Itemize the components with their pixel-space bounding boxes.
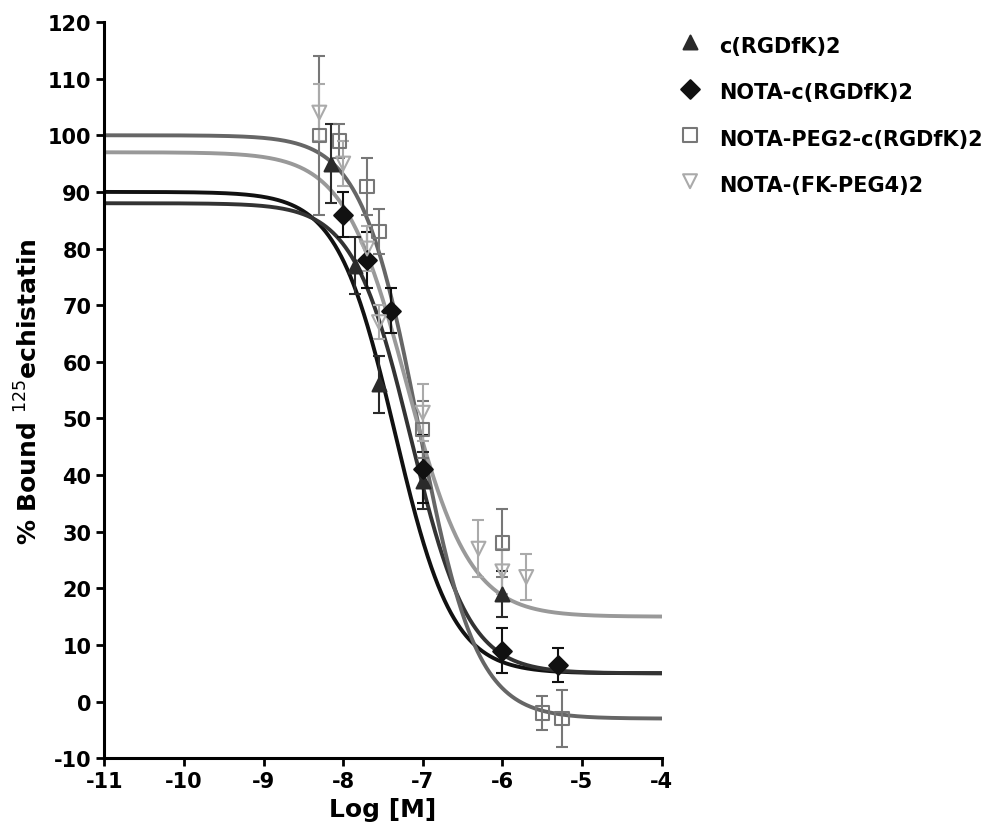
c(RGDfK)2 [347,259,363,273]
NOTA-(FK-PEG4)2 [359,242,375,256]
c(RGDfK)2 [371,379,387,392]
c(RGDfK)2 [323,158,339,171]
NOTA-PEG2-c(RGDfK)2 [311,130,327,143]
NOTA-PEG2-c(RGDfK)2 [554,712,570,726]
NOTA-PEG2-c(RGDfK)2 [331,135,347,149]
NOTA-(FK-PEG4)2 [470,543,486,556]
NOTA-PEG2-c(RGDfK)2 [359,181,375,194]
NOTA-c(RGDfK)2 [383,305,399,319]
NOTA-c(RGDfK)2 [550,658,566,671]
NOTA-PEG2-c(RGDfK)2 [534,706,550,720]
NOTA-c(RGDfK)2 [494,645,510,658]
NOTA-(FK-PEG4)2 [335,158,351,171]
NOTA-PEG2-c(RGDfK)2 [494,537,510,550]
Y-axis label: % Bound $^{125}$echistatin: % Bound $^{125}$echistatin [15,237,42,544]
NOTA-(FK-PEG4)2 [494,565,510,579]
X-axis label: Log [M]: Log [M] [329,797,437,821]
NOTA-(FK-PEG4)2 [311,107,327,120]
NOTA-(FK-PEG4)2 [518,571,534,584]
NOTA-(FK-PEG4)2 [415,406,431,420]
NOTA-(FK-PEG4)2 [371,316,387,329]
NOTA-c(RGDfK)2 [415,463,431,477]
c(RGDfK)2 [415,475,431,488]
NOTA-PEG2-c(RGDfK)2 [415,424,431,437]
Legend: c(RGDfK)2, NOTA-c(RGDfK)2, NOTA-PEG2-c(RGDfK)2, NOTA-(FK-PEG4)2: c(RGDfK)2, NOTA-c(RGDfK)2, NOTA-PEG2-c(R… [678,33,983,197]
NOTA-c(RGDfK)2 [335,209,351,222]
c(RGDfK)2 [494,588,510,601]
NOTA-PEG2-c(RGDfK)2 [371,226,387,239]
NOTA-c(RGDfK)2 [359,254,375,268]
